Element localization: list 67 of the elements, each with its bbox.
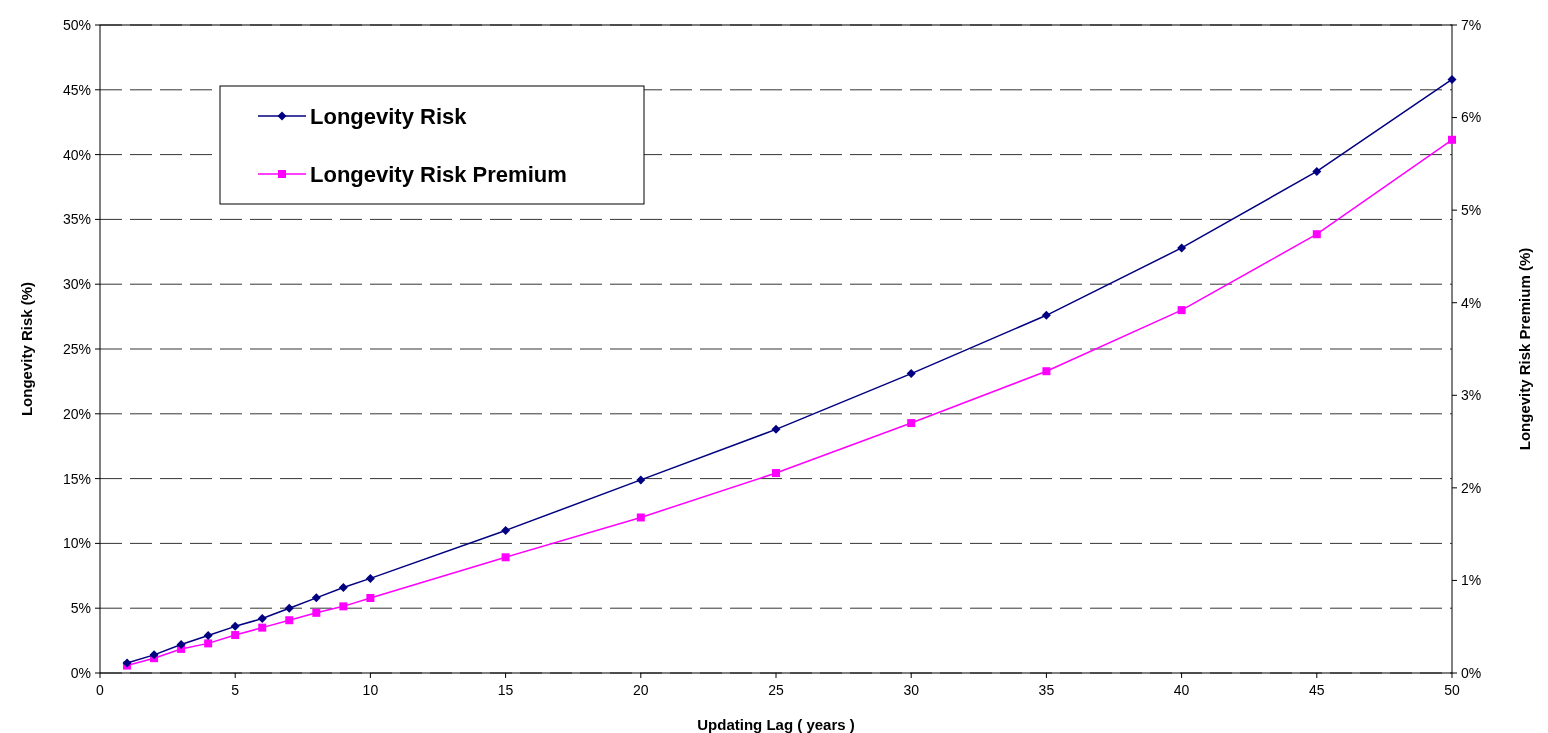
y-tick-label: 20% xyxy=(62,405,91,422)
point xyxy=(149,650,159,660)
x-tick-label: 5 xyxy=(231,682,240,698)
y-tick-label: 35% xyxy=(62,211,91,228)
point xyxy=(501,525,511,535)
y-tick-label: 45% xyxy=(62,81,91,98)
point xyxy=(772,469,780,478)
point xyxy=(339,602,348,611)
point xyxy=(906,369,916,379)
y-tick-label: 30% xyxy=(62,276,91,293)
y-tick-label: 0% xyxy=(70,664,91,681)
point xyxy=(636,475,646,485)
y2-axis-title: Longevity Risk Premium (%) xyxy=(1516,247,1533,451)
point xyxy=(636,513,645,522)
x-tick-label: 40 xyxy=(1173,682,1190,698)
y2-tick-label: 2% xyxy=(1461,479,1482,496)
point xyxy=(771,424,781,434)
x-axis-title: Updating Lag ( years ) xyxy=(697,716,855,733)
point xyxy=(204,639,213,648)
x-tick-label: 25 xyxy=(768,682,784,698)
point xyxy=(203,630,213,640)
point xyxy=(501,553,510,562)
y-tick-label: 10% xyxy=(62,535,91,552)
x-tick-label: 45 xyxy=(1309,682,1325,698)
y2-tick-label: 7% xyxy=(1461,16,1482,33)
x-tick-label: 15 xyxy=(497,682,514,698)
point xyxy=(1312,230,1321,239)
point xyxy=(1177,243,1187,253)
point xyxy=(285,616,294,625)
x-tick-label: 0 xyxy=(96,682,105,698)
point xyxy=(1448,135,1456,144)
point xyxy=(311,593,321,603)
y-tick-label: 15% xyxy=(62,470,91,487)
y-tick-label: 25% xyxy=(62,340,91,357)
x-tick-label: 30 xyxy=(903,682,920,698)
y-axis-title: Longevity Risk (%) xyxy=(18,281,35,417)
point xyxy=(1447,74,1457,84)
point xyxy=(907,419,916,428)
legend-label: Longevity Risk Premium xyxy=(310,161,567,187)
y2-tick-label: 4% xyxy=(1461,294,1482,311)
y2-tick-label: 6% xyxy=(1461,109,1482,126)
point xyxy=(312,608,321,617)
point xyxy=(1041,310,1051,320)
point xyxy=(257,614,267,624)
x-tick-label: 10 xyxy=(362,682,379,698)
y2-tick-label: 3% xyxy=(1461,387,1482,404)
point xyxy=(1312,166,1322,176)
y2-tick-label: 5% xyxy=(1461,202,1482,219)
y-tick-label: 40% xyxy=(62,146,91,163)
legend-label: Longevity Risk xyxy=(310,103,468,129)
y2-tick-label: 0% xyxy=(1461,664,1482,681)
point xyxy=(338,582,348,592)
point xyxy=(365,573,375,583)
point xyxy=(230,621,240,631)
y-tick-label: 5% xyxy=(70,600,91,617)
point xyxy=(284,603,294,613)
point xyxy=(1177,306,1186,315)
point xyxy=(366,594,375,603)
point xyxy=(176,639,186,649)
point xyxy=(231,631,240,640)
x-tick-label: 35 xyxy=(1038,682,1055,698)
point xyxy=(258,623,267,632)
y-tick-label: 50% xyxy=(62,16,91,33)
y2-tick-label: 1% xyxy=(1461,572,1482,589)
point xyxy=(1042,367,1051,376)
x-tick-label: 50 xyxy=(1444,682,1460,698)
x-tick-label: 20 xyxy=(633,682,649,698)
